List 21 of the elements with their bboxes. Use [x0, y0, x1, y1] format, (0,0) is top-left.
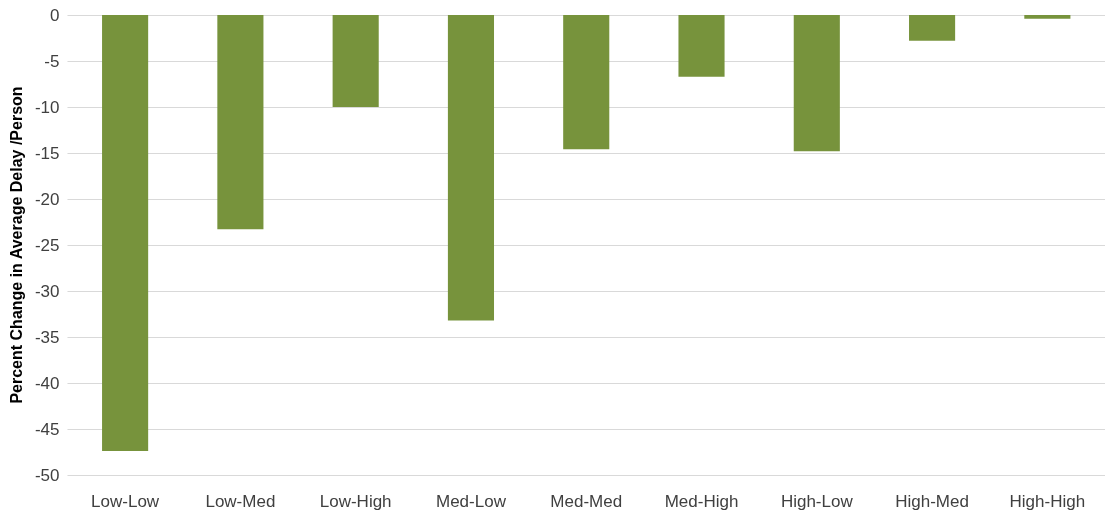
y-tick-label: -5	[44, 51, 60, 71]
x-tick-label: Med-Med	[550, 492, 623, 511]
y-tick-label: -50	[34, 465, 60, 485]
y-axis-title: Percent Change in Average Delay /Person	[7, 86, 25, 404]
y-tick-label: -20	[34, 189, 60, 209]
x-tick-label: Med-Low	[435, 492, 507, 511]
x-tick-label: Low-High	[319, 492, 392, 511]
y-tick-label: 0	[50, 5, 60, 25]
y-tick-label: -35	[34, 327, 60, 347]
y-tick-label: -30	[34, 281, 60, 301]
y-tick-label: -45	[34, 419, 60, 439]
x-tick-label: High-High	[1009, 492, 1086, 511]
y-tick-label: -40	[34, 373, 60, 393]
y-tick-label: -15	[34, 143, 60, 163]
y-tick-label: -10	[34, 97, 60, 117]
x-tick-label: High-Med	[895, 492, 969, 511]
x-tick-label: Med-High	[664, 492, 739, 511]
x-tick-label: High-Low	[780, 492, 854, 511]
x-tick-label: Low-Low	[91, 492, 160, 511]
y-tick-label: -25	[34, 235, 60, 255]
x-tick-label: Low-Med	[205, 492, 276, 511]
